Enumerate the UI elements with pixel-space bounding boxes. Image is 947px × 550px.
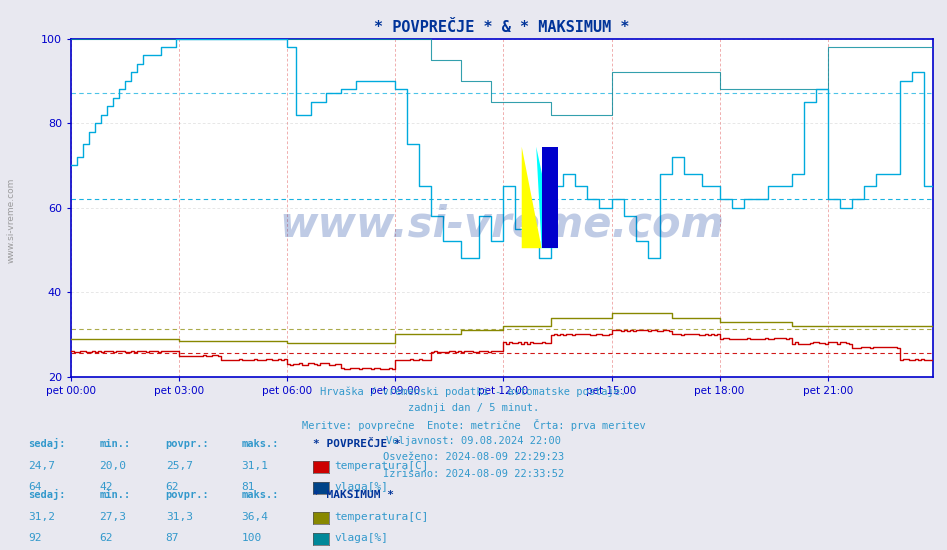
Text: 81: 81 bbox=[241, 481, 255, 492]
Text: Izrisano: 2024-08-09 22:33:52: Izrisano: 2024-08-09 22:33:52 bbox=[383, 469, 564, 478]
Text: Meritve: povprečne  Enote: metrične  Črta: prva meritev: Meritve: povprečne Enote: metrične Črta:… bbox=[302, 419, 645, 431]
Text: vlaga[%]: vlaga[%] bbox=[334, 481, 388, 492]
Text: 24,7: 24,7 bbox=[28, 460, 56, 471]
Text: 92: 92 bbox=[28, 532, 42, 543]
Text: Hrvaška / vremenski podatki - avtomatske postaje.: Hrvaška / vremenski podatki - avtomatske… bbox=[320, 386, 627, 397]
Text: 36,4: 36,4 bbox=[241, 512, 269, 522]
Polygon shape bbox=[522, 147, 542, 248]
Text: 31,2: 31,2 bbox=[28, 512, 56, 522]
Text: maks.:: maks.: bbox=[241, 438, 279, 449]
Text: 20,0: 20,0 bbox=[99, 460, 127, 471]
Text: min.:: min.: bbox=[99, 490, 131, 500]
Text: 31,1: 31,1 bbox=[241, 460, 269, 471]
Text: temperatura[C]: temperatura[C] bbox=[334, 512, 429, 522]
Text: maks.:: maks.: bbox=[241, 490, 279, 500]
Text: vlaga[%]: vlaga[%] bbox=[334, 532, 388, 543]
Text: 31,3: 31,3 bbox=[166, 512, 193, 522]
Text: * MAKSIMUM *: * MAKSIMUM * bbox=[313, 490, 394, 500]
Text: 25,7: 25,7 bbox=[166, 460, 193, 471]
Polygon shape bbox=[536, 147, 558, 248]
Text: 100: 100 bbox=[241, 532, 261, 543]
Text: 87: 87 bbox=[166, 532, 179, 543]
Text: 42: 42 bbox=[99, 481, 113, 492]
Text: 27,3: 27,3 bbox=[99, 512, 127, 522]
Polygon shape bbox=[542, 147, 558, 248]
Text: Osveženo: 2024-08-09 22:29:23: Osveženo: 2024-08-09 22:29:23 bbox=[383, 452, 564, 462]
Text: www.si-vreme.com: www.si-vreme.com bbox=[279, 204, 724, 245]
Text: sedaj:: sedaj: bbox=[28, 489, 66, 500]
Text: sedaj:: sedaj: bbox=[28, 438, 66, 449]
Text: 62: 62 bbox=[166, 481, 179, 492]
Title: * POVPREČJE * & * MAKSIMUM *: * POVPREČJE * & * MAKSIMUM * bbox=[374, 20, 630, 35]
Text: povpr.:: povpr.: bbox=[166, 438, 209, 449]
Text: www.si-vreme.com: www.si-vreme.com bbox=[7, 177, 16, 263]
Text: temperatura[C]: temperatura[C] bbox=[334, 460, 429, 471]
Text: * POVPREČJE *: * POVPREČJE * bbox=[313, 438, 401, 449]
Text: 64: 64 bbox=[28, 481, 42, 492]
Text: min.:: min.: bbox=[99, 438, 131, 449]
Text: 62: 62 bbox=[99, 532, 113, 543]
Text: povpr.:: povpr.: bbox=[166, 490, 209, 500]
Text: zadnji dan / 5 minut.: zadnji dan / 5 minut. bbox=[408, 403, 539, 412]
Text: Veljavnost: 09.08.2024 22:00: Veljavnost: 09.08.2024 22:00 bbox=[386, 436, 561, 446]
